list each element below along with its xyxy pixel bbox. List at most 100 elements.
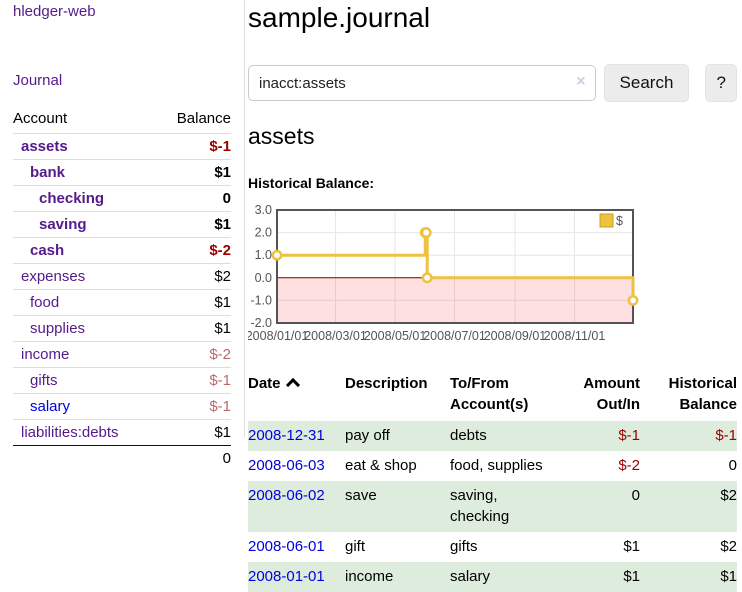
register-balance: 0 (728, 457, 737, 474)
register-date-cell: 2008-06-03 (248, 451, 345, 481)
accounts-total-row: 0 (13, 445, 231, 471)
register-amount: $1 (623, 538, 640, 555)
account-balance: $1 (157, 289, 231, 316)
account-row: gifts $-1 (13, 367, 231, 394)
account-balance: 0 (157, 185, 231, 212)
register-balance: $2 (640, 481, 737, 532)
account-link[interactable]: expenses (21, 268, 86, 285)
register-row: 2008-12-31 pay off debts $-1 $-1 (248, 421, 737, 451)
register-row: 2008-06-02 save saving, checking 0 $2 (248, 481, 737, 532)
svg-text:$: $ (616, 214, 623, 228)
accounts-total-value: 0 (157, 445, 231, 471)
account-balance: $1 (157, 159, 231, 186)
account-link[interactable]: cash (30, 242, 65, 259)
account-link[interactable]: food (30, 294, 60, 311)
register-table-body: 2008-12-31 pay off debts $-1 $-1 2008-06-03 ea… (248, 421, 737, 592)
account-name-cell: expenses (13, 263, 158, 290)
register-accounts: salary (450, 562, 560, 592)
account-name-cell: gifts (13, 367, 158, 394)
register-date-link[interactable]: 2008-06-01 (248, 538, 325, 555)
account-balance: $-1 (157, 393, 231, 420)
search-button[interactable]: Search (603, 64, 690, 102)
account-row: checking 0 (13, 185, 231, 212)
account-name-cell: income (13, 341, 158, 368)
account-link[interactable]: supplies (30, 320, 86, 337)
account-row: income $-2 (13, 341, 231, 368)
svg-text:2008/01/01: 2008/01/01 (248, 329, 308, 343)
account-row: expenses $2 (13, 263, 231, 290)
sidebar-item-journal[interactable]: Journal (13, 72, 63, 89)
app-title-link[interactable]: hledger-web (13, 3, 96, 20)
register-amount: 0 (560, 481, 640, 532)
svg-text:-2.0: -2.0 (250, 316, 272, 330)
register-date-link[interactable]: 2008-12-31 (248, 427, 325, 444)
svg-text:2008/03/01: 2008/03/01 (304, 329, 367, 343)
register-date-cell: 2008-12-31 (248, 421, 345, 451)
register-date-cell: 2008-06-01 (248, 532, 345, 562)
account-heading: assets (248, 123, 315, 149)
account-link[interactable]: saving (39, 216, 87, 233)
svg-text:2008/09/01: 2008/09/01 (484, 329, 547, 343)
account-name-cell: liabilities:debts (13, 419, 158, 446)
clear-search-icon[interactable]: × (576, 73, 586, 90)
help-button[interactable]: ? (705, 64, 737, 102)
register-accounts: gifts (450, 538, 478, 555)
register-date-link[interactable]: 2008-01-01 (248, 568, 325, 585)
register-accounts: saving, checking (450, 481, 560, 532)
accounts-table-body: assets $-1 bank $1 checking 0 saving $1 cash $-2 e… (13, 133, 231, 446)
account-link[interactable]: salary (30, 398, 71, 415)
account-name-cell: saving (13, 211, 158, 238)
svg-text:3.0: 3.0 (255, 204, 272, 217)
svg-text:2008/05/01: 2008/05/01 (364, 329, 427, 343)
chart-label: Historical Balance: (248, 175, 375, 191)
account-balance: $-2 (157, 237, 231, 264)
svg-text:0.0: 0.0 (255, 271, 272, 285)
account-name-cell: checking (13, 185, 158, 212)
register-header-description: Description (345, 375, 428, 392)
register-description: eat & shop (345, 457, 417, 474)
register-accounts: food, supplies (450, 457, 543, 474)
register-header-date[interactable]: Date (248, 371, 345, 421)
register-accounts: debts (450, 421, 560, 451)
account-row: supplies $1 (13, 315, 231, 342)
account-row: bank $1 (13, 159, 231, 186)
register-date-link[interactable]: 2008-06-02 (248, 487, 325, 504)
search-input[interactable] (248, 65, 596, 101)
svg-text:1.0: 1.0 (255, 248, 272, 262)
account-link[interactable]: bank (30, 164, 66, 181)
register-description: income (345, 562, 450, 592)
account-link[interactable]: checking (39, 190, 105, 207)
account-link[interactable]: income (21, 346, 70, 363)
account-balance: $-1 (157, 367, 231, 394)
account-row: food $1 (13, 289, 231, 316)
register-table: Date Description To/From Account(s) Amou… (248, 371, 737, 592)
register-amount: $-1 (560, 421, 640, 451)
account-row: cash $-2 (13, 237, 231, 264)
account-balance: $1 (157, 315, 231, 342)
account-balance: $1 (157, 419, 231, 446)
account-row: assets $-1 (13, 133, 231, 160)
account-name-cell: cash (13, 237, 158, 264)
account-link[interactable]: gifts (30, 372, 58, 389)
account-link[interactable]: liabilities:debts (21, 424, 119, 441)
register-header-accounts: To/From Account(s) (450, 375, 529, 413)
register-description: save (345, 481, 450, 532)
page-title: sample.journal (248, 2, 431, 33)
svg-text:2.0: 2.0 (255, 226, 272, 240)
search-form: × Search ? (248, 64, 737, 102)
register-row: 2008-06-03 eat & shop food, supplies $-2 0 (248, 451, 737, 481)
svg-text:2008/07/01: 2008/07/01 (423, 329, 486, 343)
accounts-total-spacer (13, 445, 158, 471)
register-amount: $-2 (618, 457, 640, 474)
register-date-link[interactable]: 2008-06-03 (248, 457, 325, 474)
main-content: sample.journal × Search ? assets Histori… (246, 0, 737, 592)
register-date-cell: 2008-01-01 (248, 562, 345, 592)
svg-text:2008/11/01: 2008/11/01 (544, 329, 606, 343)
svg-text:-1.0: -1.0 (250, 293, 272, 307)
sidebar: hledger-web Journal Account Balance asse… (0, 0, 245, 471)
account-balance: $2 (157, 263, 231, 290)
account-link[interactable]: assets (21, 138, 68, 155)
accounts-header-account: Account (13, 110, 68, 127)
accounts-table: Account Balance assets $-1 bank $1 checking 0… (13, 106, 231, 471)
account-name-cell: bank (13, 159, 158, 186)
